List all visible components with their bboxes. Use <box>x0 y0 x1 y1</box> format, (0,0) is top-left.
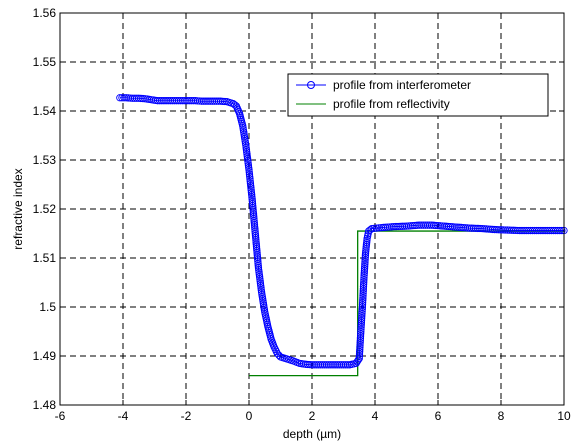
x-tick-label: -4 <box>118 409 129 423</box>
data-point-interferometer <box>246 172 254 181</box>
y-tick-label: 1.48 <box>33 398 57 412</box>
series-layer <box>116 94 568 377</box>
y-tick-label: 1.5 <box>39 300 56 314</box>
x-tick-label: 2 <box>309 409 316 423</box>
legend-label-reflectivity: profile from reflectivity <box>333 97 450 111</box>
data-point-interferometer <box>370 224 378 233</box>
legend-marker-interferometer <box>307 81 315 89</box>
data-point-interferometer <box>246 179 255 188</box>
x-tick-label: 8 <box>498 409 505 423</box>
x-tick-label: 4 <box>372 409 379 423</box>
data-point-interferometer <box>558 226 566 235</box>
data-point-interferometer <box>247 188 256 197</box>
y-tick-label: 1.55 <box>33 55 57 69</box>
legend-label-interferometer: profile from interferometer <box>333 78 471 92</box>
data-point-interferometer <box>247 184 255 192</box>
ticks <box>59 12 565 406</box>
legend-box <box>287 73 549 117</box>
legend: profile from interferometer profile from… <box>287 73 549 117</box>
y-tick-label: 1.56 <box>33 6 57 20</box>
data-point-interferometer <box>245 166 253 174</box>
data-point-interferometer <box>372 224 381 232</box>
data-point-interferometer <box>247 186 255 194</box>
y-tick-label: 1.54 <box>33 104 57 118</box>
data-point-interferometer <box>246 175 254 183</box>
data-point-interferometer <box>245 170 254 178</box>
x-tick-label: 6 <box>435 409 442 423</box>
data-point-interferometer <box>246 177 254 185</box>
y-axis-label: refractive index <box>11 168 25 249</box>
data-point-interferometer <box>368 224 376 233</box>
data-point-interferometer <box>275 351 283 359</box>
x-tick-label: -6 <box>55 409 66 423</box>
y-tick-label: 1.51 <box>33 251 57 265</box>
x-axis-label: depth (µm) <box>283 427 341 441</box>
y-tick-label: 1.52 <box>33 202 57 216</box>
data-point-interferometer <box>247 181 255 190</box>
tick-labels: -6 -4 -2 0 2 4 6 8 10 1.48 1.49 1.5 1.51 1.52 1.53 1.54… <box>33 6 571 423</box>
y-tick-label: 1.49 <box>33 349 57 363</box>
data-point-interferometer <box>245 168 253 176</box>
x-tick-label: 0 <box>246 409 253 423</box>
y-tick-label: 1.53 <box>33 153 57 167</box>
data-point-interferometer <box>556 226 564 235</box>
x-tick-label: 10 <box>557 409 571 423</box>
x-tick-label: -2 <box>181 409 192 423</box>
